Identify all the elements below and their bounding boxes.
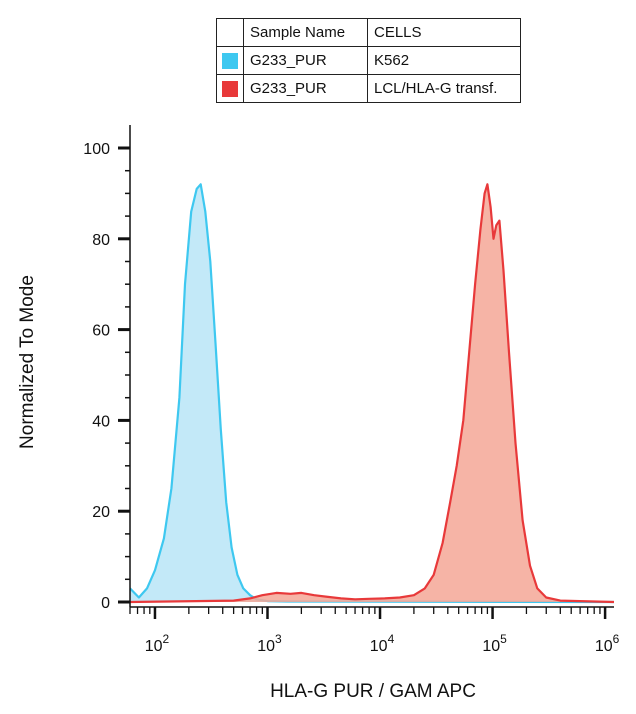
y-tick-label: 20 xyxy=(92,504,110,521)
y-tick-label: 0 xyxy=(101,595,110,612)
legend-swatch-lcl xyxy=(222,80,238,97)
legend-swatch-k562 xyxy=(222,52,238,69)
y-tick-label: 100 xyxy=(83,141,110,158)
y-tick-label: 40 xyxy=(92,413,110,430)
legend-table: Sample Name CELLS G233_PUR K562 G233_PUR… xyxy=(216,18,521,103)
legend-cells-name: K562 xyxy=(367,46,521,75)
x-tick-label: 102 xyxy=(145,632,170,655)
x-axis-title: HLA-G PUR / GAM APC xyxy=(270,681,476,702)
y-tick-label: 60 xyxy=(92,323,110,340)
legend-row: G233_PUR K562 xyxy=(216,46,521,75)
x-tick-label: 105 xyxy=(482,632,507,655)
legend-sample-name: G233_PUR xyxy=(243,74,368,103)
y-tick-label: 80 xyxy=(92,232,110,249)
y-axis-title: Normalized To Mode xyxy=(17,275,38,449)
series-area-1 xyxy=(130,184,614,603)
axes-layer: 0 20 40 60 80 100 102 103 104 105 106 xyxy=(83,125,620,655)
x-tick-label: 103 xyxy=(257,632,282,655)
x-tick-label: 104 xyxy=(370,632,395,655)
series-line-0 xyxy=(129,183,615,604)
legend-cells-name: LCL/HLA-G transf. xyxy=(367,74,521,103)
series-line-1 xyxy=(129,183,615,604)
x-tick-label: 106 xyxy=(595,632,620,655)
series-area-0 xyxy=(130,184,614,603)
series-layer xyxy=(129,183,615,604)
legend-row: G233_PUR LCL/HLA-G transf. xyxy=(216,74,521,103)
